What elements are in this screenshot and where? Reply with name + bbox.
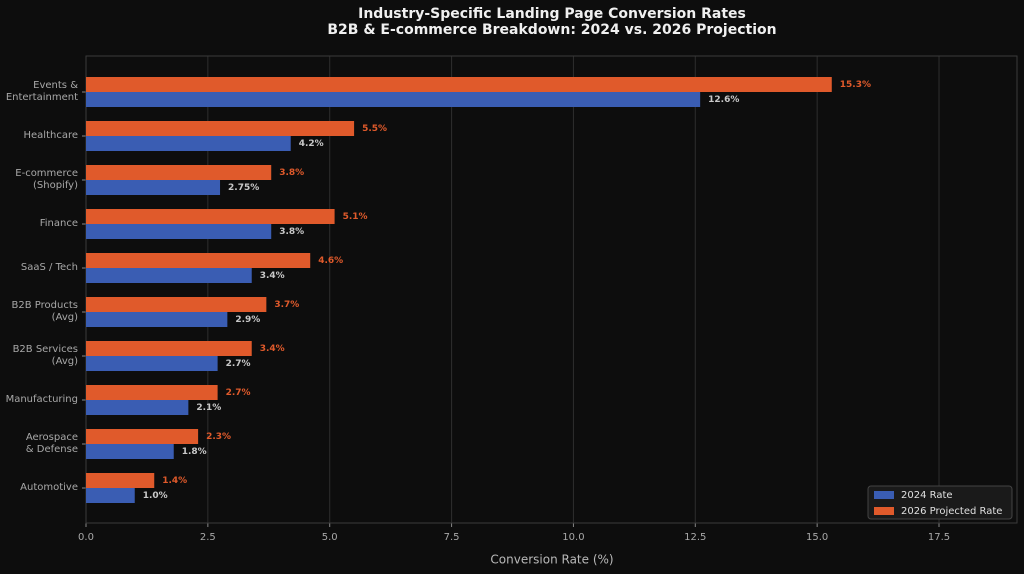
value-label: 1.8% [182, 447, 207, 457]
value-label: 3.4% [260, 271, 285, 281]
value-label: 2.75% [228, 183, 259, 193]
bar [86, 92, 701, 107]
y-tick-label: Healthcare [23, 130, 78, 141]
bar [86, 297, 267, 312]
bar [86, 136, 291, 151]
chart-title: Industry-Specific Landing Page Conversio… [358, 6, 746, 22]
y-tick-label: Events & Entertainment [5, 80, 78, 103]
y-tick-label: Manufacturing [5, 394, 78, 405]
x-tick-label: 0.0 [78, 532, 94, 543]
value-label: 2.1% [196, 403, 221, 413]
marks: 12.6% 15.3% 4.2% 5.5% 2.75% 3.8% 3.8% 5.1% 3.4% 4… [86, 77, 871, 503]
value-label: 1.0% [143, 491, 168, 501]
value-label: 5.1% [343, 212, 368, 222]
value-label: 5.5% [362, 124, 387, 134]
bar [86, 180, 221, 195]
value-label: 3.8% [279, 168, 304, 178]
bar [86, 209, 335, 224]
y-tick-label: B2B Services (Avg) [12, 344, 78, 367]
legend-label: 2024 Rate [901, 490, 953, 501]
legend-swatch [874, 491, 894, 499]
value-label: 2.7% [226, 359, 251, 369]
x-tick-label: 10.0 [562, 532, 584, 543]
bar [86, 400, 189, 415]
legend-swatch [874, 507, 894, 515]
x-tick-label: 12.5 [684, 532, 706, 543]
legend-label: 2026 Projected Rate [901, 506, 1002, 517]
bar [86, 356, 218, 371]
value-label: 2.3% [206, 432, 231, 442]
bar [86, 121, 355, 136]
y-tick-label: Aerospace & Defense [25, 432, 78, 455]
x-tick-label: 2.5 [200, 532, 216, 543]
bar [86, 473, 155, 488]
bar [86, 312, 228, 327]
legend-box [867, 485, 1013, 520]
bar [86, 224, 272, 239]
bar [86, 253, 311, 268]
bar [86, 385, 218, 400]
plot-frame [85, 55, 1018, 524]
x-tick-label: 7.5 [444, 532, 460, 543]
value-label: 2.7% [226, 388, 251, 398]
x-axis-label: Conversion Rate (%) [490, 553, 613, 567]
bar [86, 488, 135, 503]
bar [86, 341, 252, 356]
value-label: 2.9% [235, 315, 260, 325]
y-tick-label: SaaS / Tech [20, 262, 78, 273]
x-tick-label: 15.0 [806, 532, 828, 543]
value-label: 12.6% [708, 95, 739, 105]
value-label: 1.4% [162, 476, 187, 486]
x-tick-label: 17.5 [928, 532, 950, 543]
y-tick-label: Automotive [20, 482, 78, 493]
value-label: 3.8% [279, 227, 304, 237]
value-label: 15.3% [840, 80, 871, 90]
y-tick-label: B2B Products (Avg) [11, 300, 78, 323]
value-label: 3.7% [274, 300, 299, 310]
bar [86, 429, 199, 444]
bar [86, 165, 272, 180]
bar [86, 268, 252, 283]
y-tick-label: Finance [39, 218, 78, 229]
bar [86, 77, 832, 92]
x-tick-label: 5.0 [322, 532, 338, 543]
value-label: 3.4% [260, 344, 285, 354]
chart-subtitle: B2B & E-commerce Breakdown: 2024 vs. 202… [327, 22, 776, 38]
value-label: 4.2% [299, 139, 324, 149]
value-label: 4.6% [318, 256, 343, 266]
bar [86, 444, 174, 459]
y-tick-label: E-commerce (Shopify) [15, 168, 78, 191]
